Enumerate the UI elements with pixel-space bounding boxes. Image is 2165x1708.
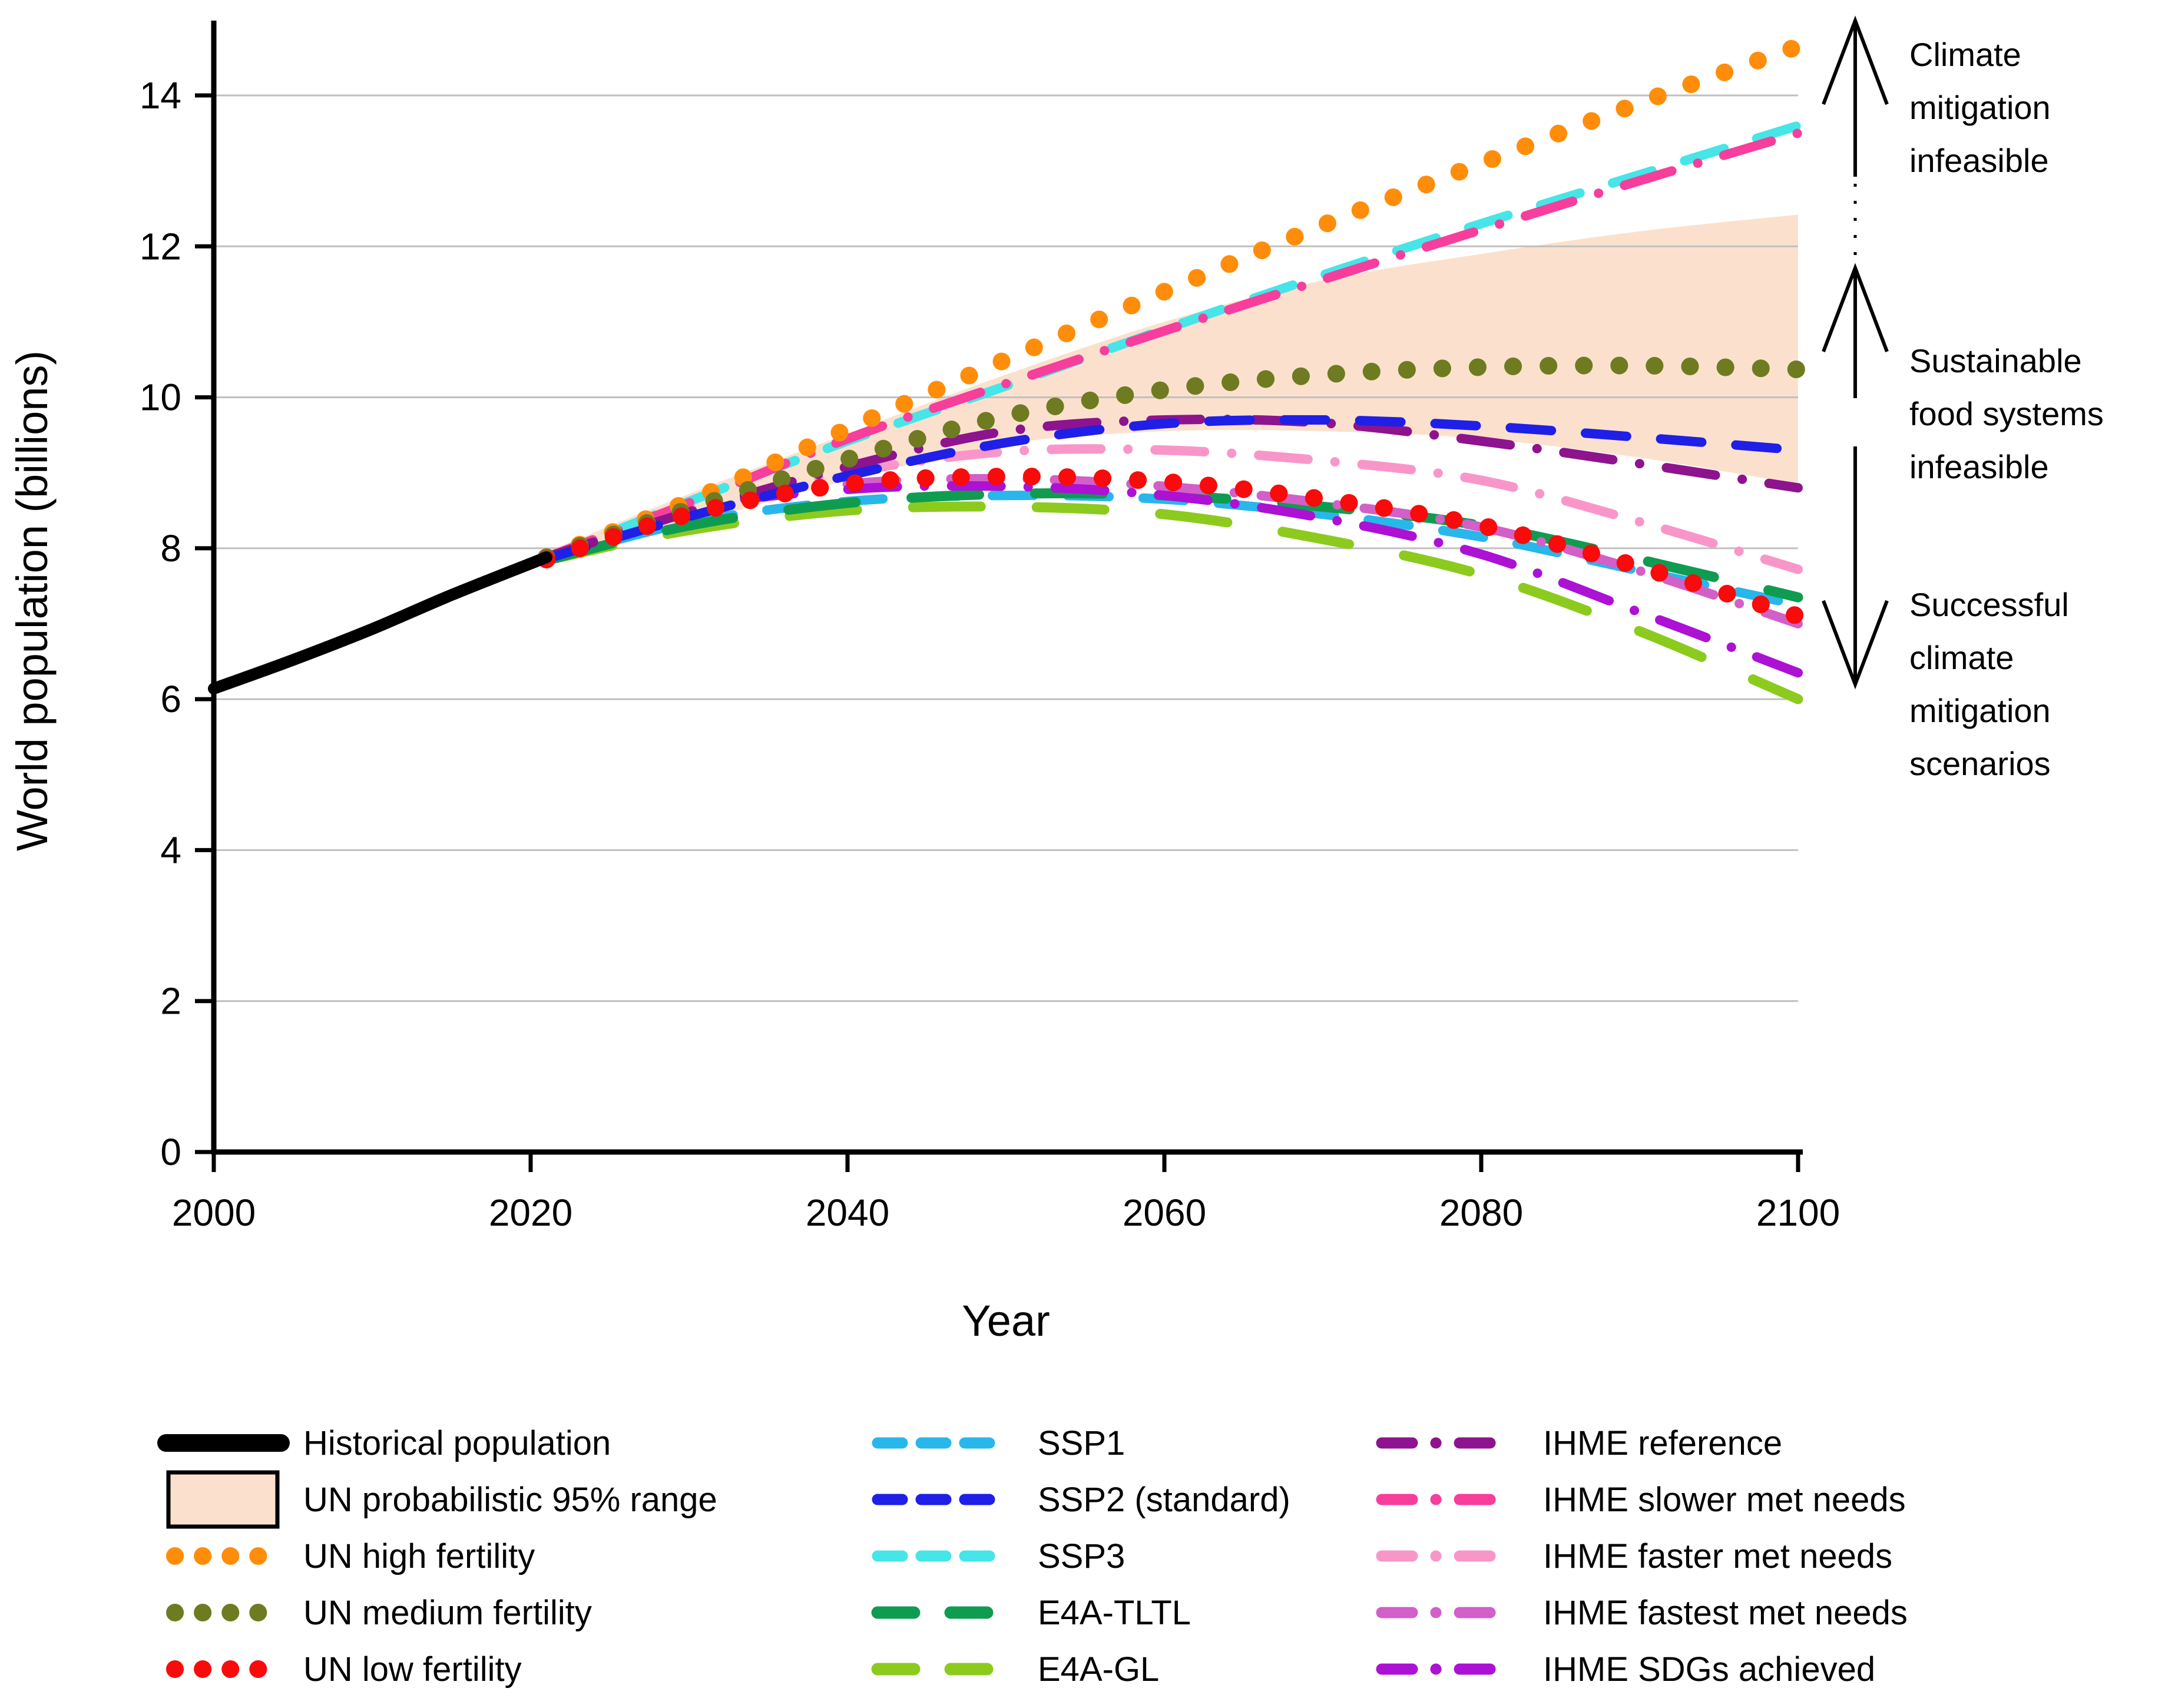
gridlines bbox=[214, 94, 1798, 1002]
legend-label: UN medium fertility bbox=[303, 1594, 592, 1632]
series-un_low-line bbox=[537, 468, 1807, 625]
up-arrowhead-icon bbox=[1822, 15, 1889, 105]
legend-item: IHME faster met needs bbox=[1376, 1537, 1892, 1575]
series-e4a_gl-line bbox=[541, 501, 1803, 704]
series-lines bbox=[208, 37, 1807, 704]
legend-label: UN low fertility bbox=[303, 1650, 522, 1689]
y-tick-label: 8 bbox=[160, 527, 181, 570]
up-arrowhead-icon bbox=[1822, 263, 1889, 353]
series-historical-line bbox=[208, 551, 552, 695]
legend-label: SSP2 (standard) bbox=[1038, 1481, 1290, 1519]
legend-label: IHME slower met needs bbox=[1543, 1481, 1906, 1519]
y-tick-label: 2 bbox=[160, 980, 181, 1022]
legend-label: SSP1 bbox=[1038, 1424, 1125, 1462]
legend-label: IHME fastest met needs bbox=[1543, 1594, 1908, 1632]
annotation-2: Sustainable food systems infeasible bbox=[1822, 263, 2104, 485]
legend-item: SSP2 (standard) bbox=[872, 1481, 1290, 1519]
annotation-label-line: scenarios bbox=[1909, 745, 2051, 782]
annotation-label-line: Sustainable bbox=[1909, 342, 2082, 379]
x-tick-label: 2080 bbox=[1439, 1191, 1523, 1234]
annotation-label-line: climate bbox=[1909, 639, 2014, 676]
y-tick-label: 0 bbox=[160, 1131, 181, 1173]
legend-label: IHME reference bbox=[1543, 1424, 1782, 1462]
legend-item: UN low fertility bbox=[166, 1650, 522, 1689]
legend-item: IHME fastest met needs bbox=[1376, 1594, 1908, 1632]
series-ihme_slower-line bbox=[541, 128, 1803, 562]
legend-item: UN probabilistic 95% range bbox=[166, 1470, 717, 1529]
legend-label: Historical population bbox=[303, 1424, 611, 1462]
annotation-label-line: food systems bbox=[1909, 395, 2104, 432]
legend-item: E4A-GL bbox=[871, 1650, 1159, 1689]
legend-item: E4A-TLTL bbox=[871, 1594, 1191, 1632]
series-ssp2-line bbox=[541, 415, 1803, 564]
x-tick-label: 2000 bbox=[172, 1191, 256, 1234]
legend-item: SSP3 bbox=[872, 1537, 1125, 1575]
down-arrowhead-icon bbox=[1822, 600, 1889, 690]
series-ihme_sdgs-line bbox=[541, 481, 1803, 678]
x-tick-label: 2100 bbox=[1756, 1191, 1840, 1234]
legend-label: IHME SDGs achieved bbox=[1543, 1650, 1875, 1689]
annotations: Climate mitigation infeasible Sustainable fo… bbox=[1822, 15, 2104, 782]
legend-label: SSP3 bbox=[1038, 1537, 1125, 1575]
y-tick-label: 6 bbox=[160, 678, 181, 720]
legend-label: UN high fertility bbox=[303, 1537, 535, 1575]
x-tick-label: 2020 bbox=[489, 1191, 572, 1234]
legend-item: IHME reference bbox=[1376, 1424, 1782, 1462]
x-tick-label: 2040 bbox=[806, 1191, 889, 1234]
y-tick-label: 4 bbox=[160, 829, 181, 871]
y-tick-label: 14 bbox=[140, 74, 181, 117]
series-un_high-line bbox=[537, 37, 1807, 567]
series-un_medium-line bbox=[537, 356, 1807, 567]
legend-swatch-box bbox=[166, 1470, 280, 1529]
y-axis-title: World population (billions) bbox=[8, 350, 57, 851]
y-tick-label: 12 bbox=[140, 225, 181, 267]
legend-item: SSP1 bbox=[872, 1424, 1125, 1462]
legend-item: IHME SDGs achieved bbox=[1376, 1650, 1875, 1689]
annotation-label-line: Successful bbox=[1909, 586, 2069, 623]
annotation-1: Climate mitigation infeasible bbox=[1822, 15, 2051, 282]
legend-item: IHME slower met needs bbox=[1376, 1481, 1906, 1519]
x-tick-label: 2060 bbox=[1123, 1191, 1206, 1234]
annotation-label-line: mitigation bbox=[1909, 692, 2051, 729]
x-axis-title: Year bbox=[962, 1296, 1050, 1345]
legend-item: UN high fertility bbox=[166, 1537, 535, 1575]
legend-label: UN probabilistic 95% range bbox=[303, 1481, 717, 1519]
annotation-label-line: Climate bbox=[1909, 36, 2021, 73]
legend-label: E4A-GL bbox=[1038, 1650, 1159, 1689]
annotation-label-line: mitigation bbox=[1909, 89, 2051, 126]
legend: Historical population UN probabilistic 95… bbox=[157, 1424, 1908, 1689]
y-tick-label: 10 bbox=[140, 376, 181, 419]
axes: 0 2 4 6 8 10 12 14 2000 2020 2040 2060 2080 2100 bbox=[140, 21, 1840, 1234]
legend-label: IHME faster met needs bbox=[1543, 1537, 1892, 1575]
annotation-label-line: infeasible bbox=[1909, 142, 2049, 179]
legend-label: E4A-TLTL bbox=[1038, 1594, 1191, 1632]
annotation-3: Successful climate mitigation scenarios bbox=[1822, 446, 2069, 782]
legend-item: UN medium fertility bbox=[166, 1594, 592, 1632]
legend-item: Historical population bbox=[157, 1424, 611, 1462]
annotation-label-line: infeasible bbox=[1909, 448, 2049, 485]
